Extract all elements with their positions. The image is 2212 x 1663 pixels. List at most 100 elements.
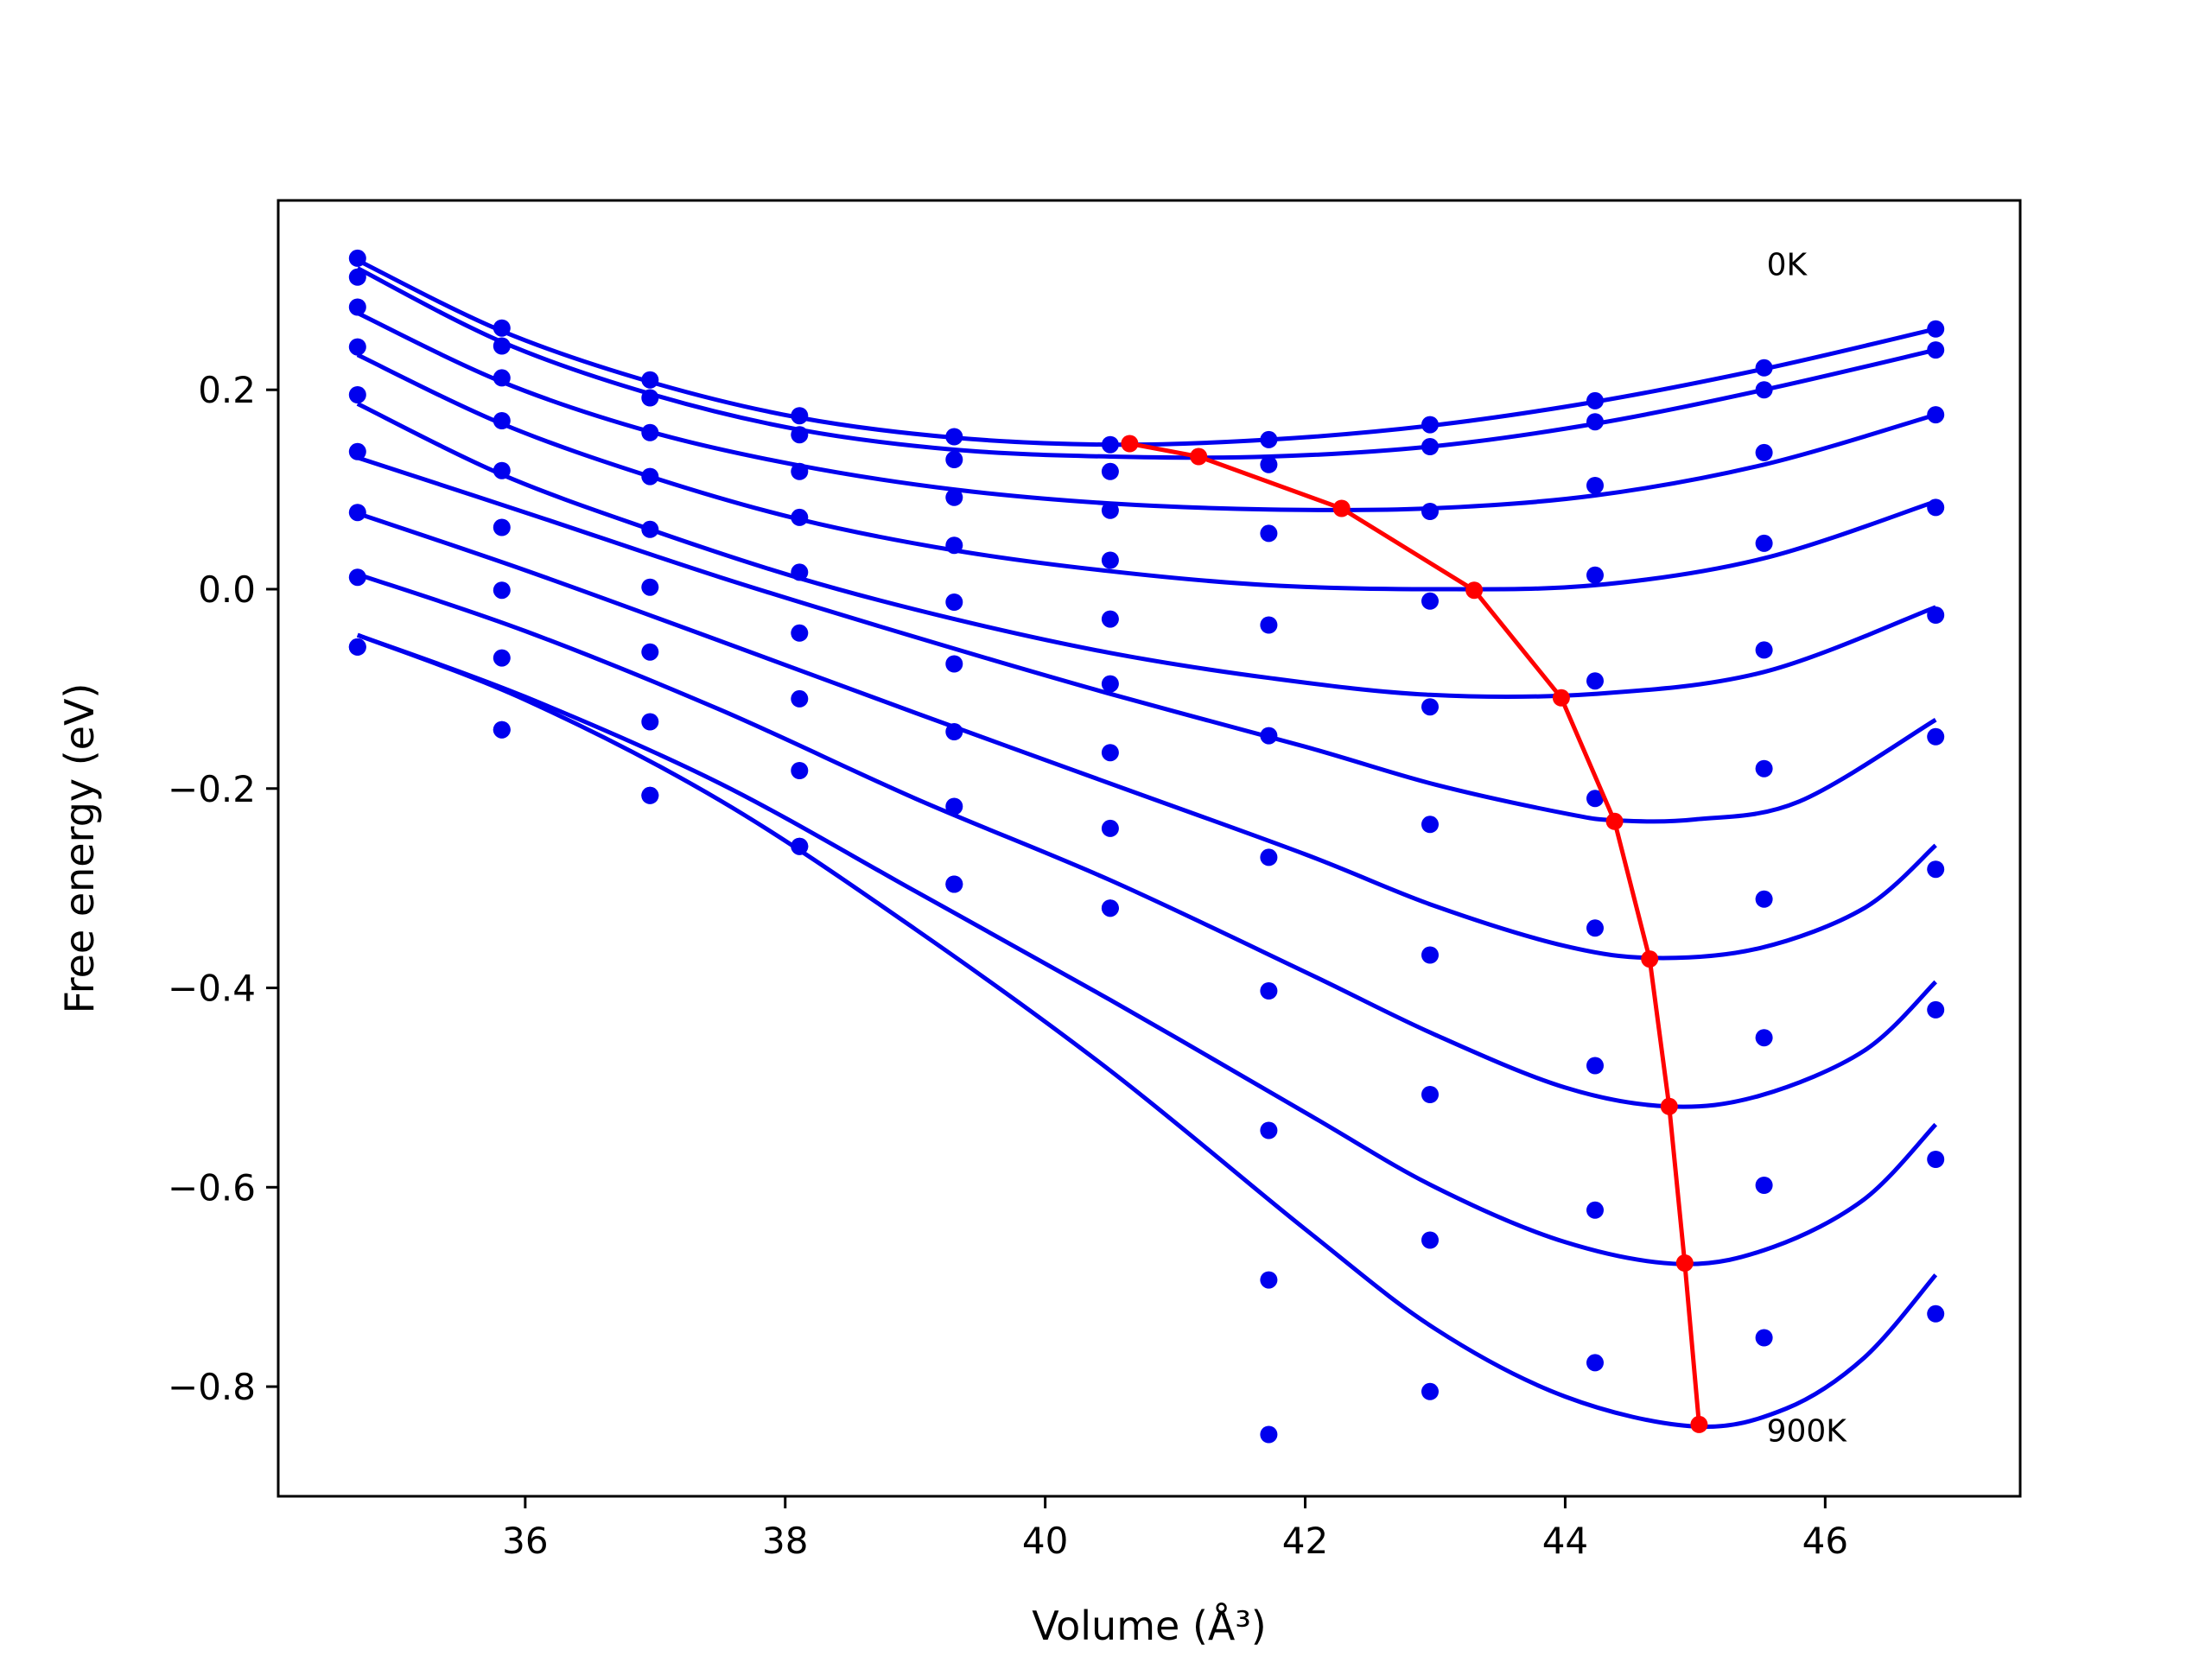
data-point-700K-1 — [493, 649, 511, 667]
data-point-700K-10 — [1927, 1000, 1945, 1019]
data-point-200K-2 — [641, 423, 659, 441]
data-point-400K-2 — [641, 520, 659, 538]
plot-frame — [276, 199, 2022, 1498]
data-point-100K-0 — [348, 268, 366, 286]
x-tick-label-42: 42 — [1282, 1520, 1328, 1562]
y-tick-label-3: −0.4 — [168, 968, 256, 1010]
data-point-300K-5 — [1101, 551, 1119, 569]
data-points — [348, 249, 1945, 1444]
data-point-900K-1 — [493, 720, 511, 739]
data-point-0K-7 — [1421, 416, 1439, 434]
data-point-900K-4 — [945, 875, 963, 893]
x-tick-label-44: 44 — [1542, 1520, 1588, 1562]
fit-curve-300K — [356, 352, 1936, 592]
y-axis-label: Free energy (eV) — [56, 683, 103, 1014]
x-tick-label-40: 40 — [1022, 1520, 1068, 1562]
y-tick-label-1: 0.0 — [198, 568, 256, 611]
data-point-100K-3 — [791, 426, 809, 444]
annotations: 0K 900K — [1767, 248, 1848, 1450]
data-point-400K-8 — [1586, 672, 1604, 690]
data-point-600K-1 — [493, 581, 511, 600]
data-point-200K-10 — [1927, 406, 1945, 424]
data-point-100K-5 — [1101, 462, 1119, 480]
data-point-500K-5 — [1101, 675, 1119, 693]
data-point-100K-9 — [1755, 381, 1773, 399]
data-point-500K-7 — [1421, 816, 1439, 834]
data-point-600K-7 — [1421, 946, 1439, 964]
data-point-900K-7 — [1421, 1382, 1439, 1400]
x-tick-label-38: 38 — [762, 1520, 808, 1562]
minima-point-6 — [1641, 950, 1659, 968]
data-point-500K-10 — [1927, 727, 1945, 746]
x-tick-label-36: 36 — [502, 1520, 548, 1562]
minima-point-0 — [1121, 435, 1139, 453]
data-point-700K-2 — [641, 713, 659, 731]
annotation-900K: 900K — [1767, 1414, 1848, 1450]
data-point-300K-8 — [1586, 566, 1604, 584]
y-tick-label-2: −0.2 — [168, 768, 256, 810]
x-tick-label-46: 46 — [1802, 1520, 1848, 1562]
data-point-300K-0 — [348, 338, 366, 356]
minima-line-group — [1121, 435, 1708, 1433]
fit-curve-700K — [356, 572, 1937, 1109]
data-point-400K-10 — [1927, 606, 1945, 624]
data-point-100K-1 — [493, 337, 511, 355]
data-point-600K-8 — [1586, 919, 1604, 937]
data-point-400K-4 — [945, 593, 963, 611]
data-point-600K-0 — [348, 504, 366, 522]
data-point-0K-9 — [1755, 359, 1773, 377]
data-point-900K-10 — [1927, 1304, 1945, 1323]
data-point-300K-7 — [1421, 592, 1439, 610]
data-point-700K-9 — [1755, 1029, 1773, 1047]
axis-labels: Volume (Å³) Free energy (eV) — [56, 683, 1267, 1649]
minima-line — [1128, 441, 1701, 1425]
data-point-500K-9 — [1755, 759, 1773, 778]
minima-point-4 — [1552, 689, 1570, 707]
data-point-400K-9 — [1755, 641, 1773, 659]
data-point-200K-1 — [493, 369, 511, 387]
data-point-300K-9 — [1755, 534, 1773, 552]
data-point-300K-1 — [493, 412, 511, 429]
data-point-400K-0 — [348, 386, 366, 403]
data-point-300K-6 — [1260, 616, 1278, 634]
data-point-200K-4 — [945, 488, 963, 506]
fit-curve-600K — [356, 511, 1937, 961]
data-point-0K-5 — [1101, 435, 1119, 454]
fit-curve-500K — [357, 455, 1937, 824]
data-point-700K-5 — [1101, 819, 1119, 837]
fit-curve-200K — [356, 311, 1936, 512]
data-point-600K-9 — [1755, 890, 1773, 908]
fit-curve-100K — [356, 266, 1936, 460]
data-point-600K-3 — [791, 689, 809, 708]
data-point-600K-10 — [1927, 860, 1945, 879]
data-point-300K-10 — [1927, 498, 1945, 517]
data-point-200K-0 — [348, 298, 366, 316]
data-point-0K-2 — [641, 371, 659, 389]
data-point-700K-6 — [1260, 1121, 1278, 1139]
data-point-500K-2 — [641, 578, 659, 596]
data-point-0K-10 — [1927, 320, 1945, 338]
data-point-700K-4 — [945, 797, 963, 816]
data-point-100K-7 — [1421, 438, 1439, 455]
data-point-0K-3 — [791, 407, 809, 425]
data-point-100K-4 — [945, 451, 963, 468]
fit-curve-900K — [356, 632, 1938, 1430]
data-point-100K-8 — [1586, 413, 1604, 431]
data-point-500K-8 — [1586, 790, 1604, 808]
data-point-200K-3 — [791, 462, 809, 480]
data-point-800K-10 — [1927, 1151, 1945, 1168]
minima-point-8 — [1675, 1254, 1694, 1272]
data-point-0K-1 — [493, 319, 511, 337]
minima-point-5 — [1605, 812, 1624, 830]
data-point-700K-3 — [791, 762, 809, 779]
data-point-900K-0 — [348, 638, 366, 656]
data-point-900K-8 — [1586, 1354, 1604, 1372]
data-point-900K-6 — [1260, 1425, 1278, 1444]
data-point-500K-4 — [945, 655, 963, 673]
data-point-400K-3 — [791, 563, 809, 581]
data-point-900K-3 — [791, 837, 809, 855]
data-point-100K-10 — [1927, 341, 1945, 359]
data-point-400K-1 — [493, 461, 511, 479]
